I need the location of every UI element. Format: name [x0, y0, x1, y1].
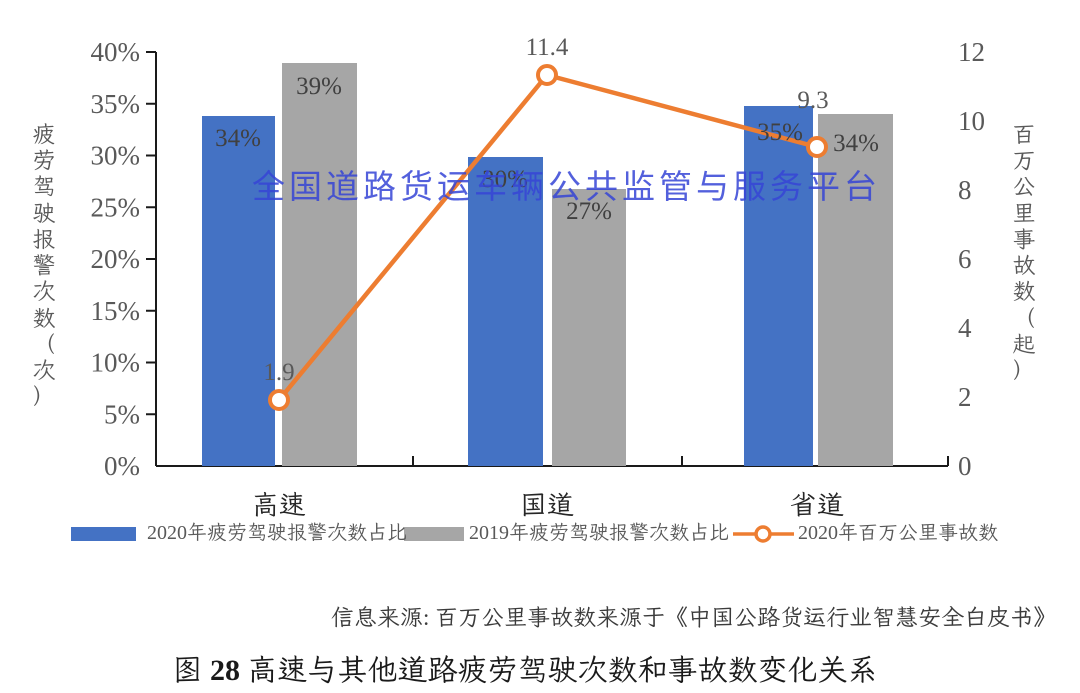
svg-text:12: 12	[958, 37, 985, 67]
svg-text:25%: 25%	[91, 192, 141, 222]
svg-text:高速: 高速	[252, 490, 306, 520]
svg-text:30%: 30%	[91, 141, 141, 171]
svg-text:1.9: 1.9	[263, 359, 294, 386]
svg-text:39%: 39%	[296, 73, 342, 100]
svg-text:8: 8	[958, 175, 972, 205]
svg-text:5%: 5%	[104, 399, 140, 429]
svg-text:11.4: 11.4	[526, 34, 569, 61]
svg-text:35%: 35%	[757, 119, 803, 146]
svg-text:0%: 0%	[104, 451, 140, 481]
svg-text:2019年疲劳驾驶报警次数占比: 2019年疲劳驾驶报警次数占比	[469, 522, 729, 544]
svg-text:9.3: 9.3	[797, 87, 828, 114]
svg-text:4: 4	[958, 313, 972, 343]
svg-text:20%: 20%	[91, 244, 141, 274]
svg-text:6: 6	[958, 244, 972, 274]
svg-text:34%: 34%	[833, 130, 879, 157]
svg-text:34%: 34%	[215, 125, 261, 152]
svg-text:15%: 15%	[91, 296, 141, 326]
svg-text:0: 0	[958, 451, 972, 481]
svg-text:10%: 10%	[91, 348, 141, 378]
svg-text:10: 10	[958, 106, 985, 136]
svg-text:省道: 省道	[790, 490, 844, 520]
svg-text:国道: 国道	[520, 490, 574, 520]
svg-text:2: 2	[958, 382, 972, 412]
svg-text:35%: 35%	[91, 89, 141, 119]
svg-text:2020年百万公里事故数: 2020年百万公里事故数	[798, 522, 998, 544]
svg-text:40%: 40%	[91, 37, 141, 67]
svg-text:2020年疲劳驾驶报警次数占比: 2020年疲劳驾驶报警次数占比	[147, 522, 407, 544]
